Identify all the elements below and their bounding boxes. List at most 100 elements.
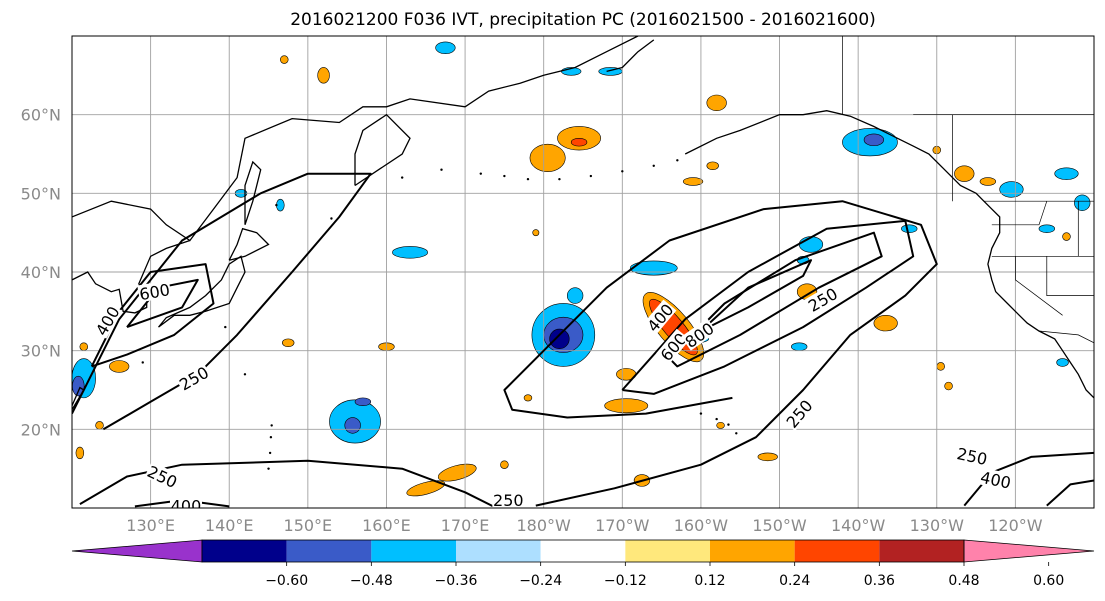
contour-label: 250 bbox=[176, 363, 212, 395]
pc-patch bbox=[791, 342, 808, 351]
colorbar-frame bbox=[201, 539, 965, 563]
coastline bbox=[606, 39, 655, 73]
pc-patch bbox=[1062, 232, 1071, 241]
island bbox=[589, 174, 593, 178]
pc-patch bbox=[344, 417, 361, 434]
island bbox=[735, 432, 738, 435]
contour-label-bg bbox=[978, 467, 1014, 491]
axis-ticks: 130°E 140°E 150°E 160°E 170°E 180°W 170°W 160°W… bbox=[21, 106, 1043, 535]
pc-patch bbox=[979, 177, 997, 186]
island bbox=[268, 451, 272, 455]
lon-tick-label: 130°E bbox=[126, 516, 175, 535]
contour-label-bg bbox=[91, 302, 123, 339]
lon-tick-label: 140°W bbox=[831, 516, 886, 535]
pc-patch bbox=[629, 260, 678, 276]
island bbox=[676, 159, 679, 162]
pc-patch bbox=[944, 381, 953, 391]
ivt-contour-400 bbox=[90, 263, 215, 368]
coastline bbox=[228, 227, 270, 261]
colorbar-tick-label: −0.24 bbox=[519, 573, 562, 589]
pc-patch bbox=[798, 236, 824, 253]
colorbar-segment bbox=[456, 540, 541, 562]
lon-tick-label: 170°W bbox=[595, 516, 650, 535]
island bbox=[270, 424, 273, 427]
ivt-contour-250 bbox=[72, 172, 372, 431]
pc-patch bbox=[706, 94, 727, 112]
pc-patch bbox=[873, 314, 898, 332]
colorbar-tick-label: −0.36 bbox=[435, 573, 478, 589]
map-frame bbox=[71, 35, 1095, 509]
pc-patch bbox=[954, 165, 975, 182]
colorbar-segment bbox=[202, 540, 287, 562]
colorbar-segment bbox=[286, 540, 372, 562]
island bbox=[715, 417, 718, 421]
pc-patch bbox=[317, 67, 330, 84]
pc-patch bbox=[280, 55, 289, 64]
ivt-contour-400 bbox=[621, 219, 915, 395]
colorbar-tick-label: 0.36 bbox=[864, 573, 895, 589]
colorbar-segment bbox=[540, 540, 626, 562]
colorbar-tick-label: −0.60 bbox=[265, 573, 308, 589]
lat-tick-label: 30°N bbox=[21, 342, 61, 361]
pc-patch bbox=[435, 41, 456, 54]
island bbox=[727, 423, 730, 426]
coastline bbox=[157, 255, 246, 328]
island bbox=[558, 177, 561, 181]
pc-patch bbox=[109, 360, 130, 373]
colorbar-tick-label: −0.48 bbox=[350, 573, 393, 589]
contour-label-bg bbox=[681, 318, 718, 351]
pc-patch bbox=[392, 246, 429, 259]
lat-tick-label: 50°N bbox=[21, 184, 61, 203]
pc-patch bbox=[1074, 194, 1091, 211]
pc-patch bbox=[706, 161, 719, 171]
political-border bbox=[1015, 256, 1063, 316]
contour-label: 250 bbox=[493, 491, 524, 510]
pc-patch bbox=[682, 177, 704, 186]
colorbar-tick-label: 0.60 bbox=[1033, 573, 1064, 589]
pc-patch bbox=[570, 137, 588, 147]
ivt-contour-250 bbox=[503, 200, 938, 507]
lon-tick-label: 130°W bbox=[910, 516, 965, 535]
colorbar-segment bbox=[371, 540, 456, 562]
contour-label: 400 bbox=[171, 497, 202, 516]
pc-patch bbox=[95, 421, 104, 430]
coastline bbox=[72, 239, 191, 314]
colorbar-segment bbox=[710, 540, 795, 562]
colorbar-tick-label: 0.48 bbox=[948, 573, 979, 589]
pc-patch bbox=[500, 460, 509, 469]
island bbox=[621, 170, 624, 173]
pc-patch bbox=[863, 133, 885, 147]
contour-label-bg bbox=[782, 395, 816, 431]
pc-patch bbox=[716, 421, 725, 429]
pc-patch bbox=[79, 342, 89, 351]
pc-patch bbox=[1056, 358, 1069, 367]
pc-patch bbox=[1054, 167, 1079, 180]
pc-patch bbox=[532, 229, 540, 237]
pc-patch bbox=[604, 398, 649, 414]
island bbox=[330, 217, 333, 220]
colorbar-segment bbox=[794, 540, 880, 562]
ivt-contour-250 bbox=[79, 459, 497, 508]
colorbar: −0.60 −0.48 −0.36 −0.24 −0.12 0.12 0.24 0.36 0.4… bbox=[71, 539, 1095, 589]
colorbar-extend-high bbox=[963, 539, 1095, 563]
ivt-contour-250 bbox=[963, 451, 1094, 507]
contour-label: 250 bbox=[782, 396, 816, 432]
island bbox=[699, 412, 703, 415]
colorbar-segment bbox=[879, 540, 964, 562]
contour-label-bg bbox=[804, 283, 841, 315]
colorbar-tick-label: 0.12 bbox=[694, 573, 725, 589]
island bbox=[141, 361, 144, 364]
pc-patch bbox=[75, 446, 85, 460]
pc-patch bbox=[354, 397, 372, 407]
pc-patch bbox=[529, 143, 566, 173]
island bbox=[275, 203, 278, 207]
contour-label-bg bbox=[175, 362, 212, 394]
lon-tick-label: 180°W bbox=[517, 516, 572, 535]
pc-patch bbox=[281, 338, 295, 348]
graticule bbox=[72, 36, 1094, 508]
pc-patch bbox=[437, 463, 477, 482]
pc-patch bbox=[999, 181, 1024, 198]
coastline bbox=[354, 113, 411, 187]
pc-patch bbox=[523, 394, 533, 402]
